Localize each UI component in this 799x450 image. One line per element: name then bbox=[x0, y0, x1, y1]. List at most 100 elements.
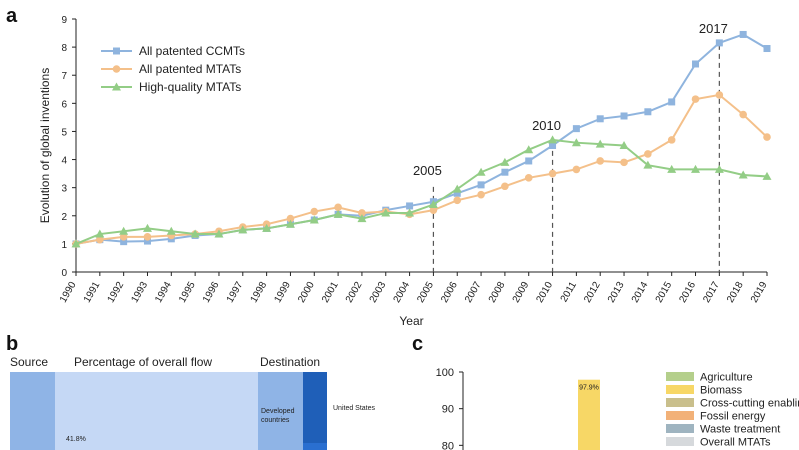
y-tick-label: 4 bbox=[61, 156, 67, 167]
data-point bbox=[112, 82, 121, 91]
series-line bbox=[75, 138, 768, 245]
data-point bbox=[262, 223, 272, 232]
data-point bbox=[524, 174, 533, 182]
data-point bbox=[71, 239, 81, 248]
panel-c-bar-chart: 80 90 100 97.9% AgricultureBiomassCross-cu… bbox=[436, 367, 799, 450]
y-tick-label: 9 bbox=[61, 15, 67, 26]
x-tick-label: 2014 bbox=[630, 280, 651, 305]
panel-a-letter: a bbox=[6, 5, 18, 27]
data-point bbox=[453, 196, 462, 205]
sankey-country-node bbox=[303, 372, 327, 450]
data-point bbox=[571, 138, 581, 147]
c-legend-swatch bbox=[666, 398, 694, 407]
x-tick-label: 2013 bbox=[606, 280, 627, 305]
x-tick-label: 2005 bbox=[415, 280, 436, 305]
c-legend-label: Overall MTATs bbox=[700, 437, 771, 449]
data-point bbox=[667, 136, 676, 144]
data-point bbox=[715, 91, 724, 99]
x-tick-label: 2011 bbox=[559, 280, 579, 305]
c-legend-label: Biomass bbox=[700, 385, 743, 397]
x-tick-label: 2008 bbox=[487, 280, 508, 305]
data-point bbox=[143, 237, 151, 245]
data-point bbox=[525, 157, 533, 165]
y-tick-label: 3 bbox=[61, 184, 67, 195]
c-bar-biomass bbox=[578, 379, 600, 450]
x-tick-label: 1990 bbox=[58, 280, 79, 305]
data-point bbox=[214, 229, 224, 238]
annotation-label-2017: 2017 bbox=[699, 21, 728, 36]
y-tick-label: 0 bbox=[61, 268, 67, 279]
data-point bbox=[381, 208, 391, 217]
y-axis-title: Evolution of global inventions bbox=[38, 68, 52, 223]
y-tick-label: 2 bbox=[61, 212, 67, 223]
data-point bbox=[691, 95, 700, 103]
x-tick-label: 1991 bbox=[82, 280, 103, 305]
x-tick-label: 2002 bbox=[344, 280, 365, 305]
data-point bbox=[524, 145, 534, 154]
data-point bbox=[452, 184, 462, 193]
data-point bbox=[596, 157, 605, 165]
data-point bbox=[620, 112, 628, 120]
data-point bbox=[738, 170, 748, 179]
x-tick-label: 2017 bbox=[701, 280, 722, 305]
annotation-label-2010: 2010 bbox=[532, 118, 561, 133]
data-point bbox=[643, 160, 653, 169]
y-tick-label: 5 bbox=[61, 127, 67, 138]
data-point bbox=[763, 133, 771, 141]
data-point bbox=[501, 182, 509, 191]
data-point bbox=[143, 233, 152, 241]
x-tick-label: 1998 bbox=[249, 280, 270, 305]
data-point bbox=[120, 238, 128, 246]
data-point bbox=[596, 115, 604, 123]
c-legend-swatch bbox=[666, 411, 694, 420]
data-point bbox=[477, 181, 485, 189]
data-point bbox=[406, 202, 414, 210]
data-point bbox=[333, 209, 343, 218]
x-tick-label: 1995 bbox=[177, 280, 198, 305]
data-point bbox=[119, 226, 129, 235]
data-point bbox=[595, 139, 605, 148]
destination-label-line2: countries bbox=[261, 417, 290, 424]
c-legend-swatch bbox=[666, 372, 694, 381]
data-point bbox=[572, 125, 580, 133]
x-tick-label: 2019 bbox=[749, 280, 770, 305]
data-point bbox=[334, 203, 342, 212]
c-legend-swatch bbox=[666, 437, 694, 446]
c-bar-value-label: 97.9% bbox=[579, 385, 599, 392]
panel-b-letter: b bbox=[6, 333, 18, 355]
legend-label: High-quality MTATs bbox=[139, 80, 241, 94]
data-point bbox=[548, 169, 557, 178]
x-tick-label: 2003 bbox=[368, 280, 389, 305]
country-label: United States bbox=[333, 405, 376, 412]
x-tick-label: 2018 bbox=[725, 280, 746, 305]
x-tick-label: 2015 bbox=[654, 280, 675, 305]
data-point bbox=[692, 60, 700, 68]
x-ticks: 1990 1991 1992 1993 1994 1995 1996 1997 1998 1999… bbox=[58, 272, 770, 305]
annotations: 2005 2010 2017 bbox=[413, 21, 728, 272]
x-tick-label: 1996 bbox=[201, 280, 222, 305]
y-tick-label: 6 bbox=[61, 99, 67, 110]
data-point bbox=[715, 39, 723, 47]
data-point bbox=[644, 150, 652, 158]
data-point bbox=[548, 135, 558, 144]
series-group bbox=[71, 30, 772, 248]
c-y-ticks: 80 90 100 bbox=[436, 367, 463, 450]
data-point bbox=[166, 226, 176, 235]
x-tick-label: 2010 bbox=[534, 280, 555, 305]
header-destination: Destination bbox=[260, 355, 320, 369]
x-tick-label: 2001 bbox=[320, 280, 341, 305]
annotation-label-2005: 2005 bbox=[413, 163, 442, 178]
x-tick-label: 2016 bbox=[677, 280, 698, 305]
data-point bbox=[405, 208, 415, 217]
sankey-flow bbox=[55, 372, 258, 450]
data-point bbox=[572, 165, 581, 174]
data-point bbox=[429, 206, 438, 214]
data-point bbox=[95, 229, 105, 238]
sankey-country-node-lower bbox=[303, 443, 327, 450]
data-point bbox=[691, 164, 701, 173]
data-point bbox=[358, 209, 366, 217]
c-legend-swatch bbox=[666, 424, 694, 433]
